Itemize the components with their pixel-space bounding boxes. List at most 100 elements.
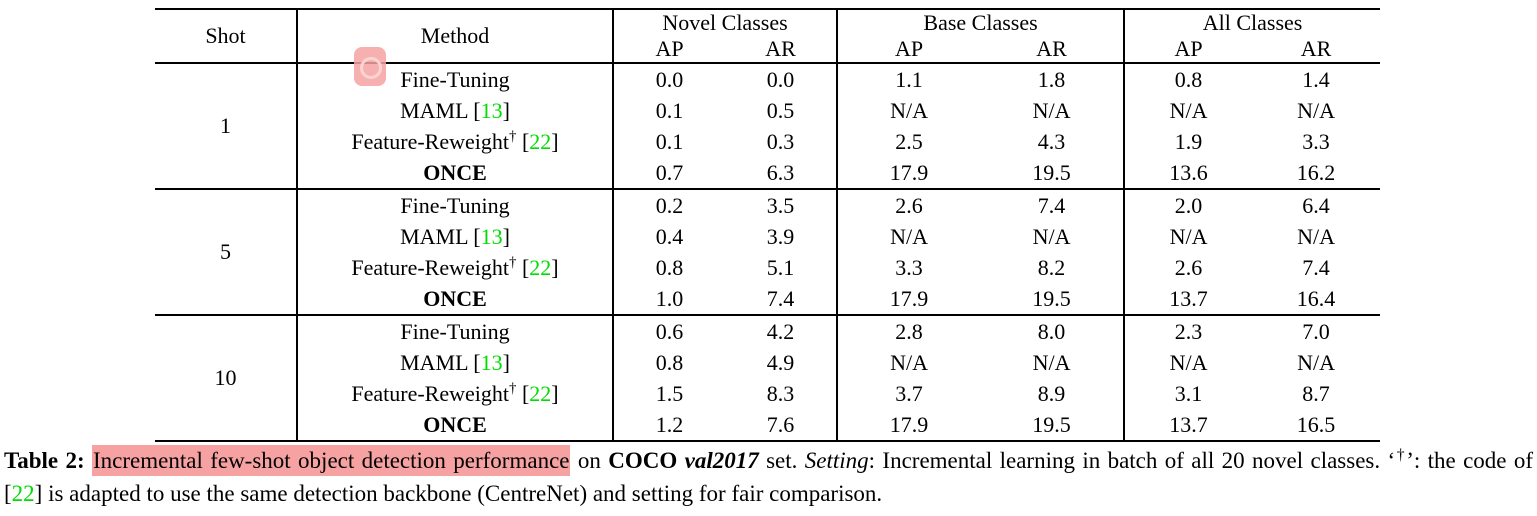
value-cell: 0.8 <box>612 252 725 283</box>
value-cell: 16.5 <box>1296 411 1336 437</box>
value-cell: 3.3 <box>1302 128 1330 154</box>
value-cell: 3.7 <box>836 378 981 409</box>
method-cell: Feature-Reweight† [22] <box>296 252 613 283</box>
table-row: ONCE 1.2 7.6 17.9 19.5 13.7 16.5 <box>155 409 1380 441</box>
table-row: ONCE 0.7 6.3 17.9 19.5 13.6 16.2 <box>155 157 1380 189</box>
table-row: Feature-Reweight† [22] 0.8 5.1 3.3 8.2 2.6 7.4 <box>155 252 1380 283</box>
citation-link[interactable]: 22 <box>11 481 35 506</box>
value-cell: 0.1 <box>612 95 725 126</box>
text-run: Fine-Tuning <box>400 66 510 92</box>
value-cell: 1.4 <box>1302 66 1330 92</box>
table-header: Shot Method Novel Classes Base Classes A… <box>155 9 1381 63</box>
text-run <box>677 448 684 473</box>
value-cell: 1.9 <box>1123 126 1253 157</box>
header-sub-ar-1: AR <box>765 36 796 61</box>
value-cell: N/A <box>1123 221 1253 252</box>
header-novel-classes: Novel Classes <box>611 9 838 36</box>
results-table: Shot Method Novel Classes Base Classes A… <box>155 8 1381 442</box>
value-cell: 0.5 <box>766 97 795 123</box>
text-run: Fine-Tuning <box>400 192 510 218</box>
value-cell: 2.6 <box>836 189 981 221</box>
text-run: : Incremental learning in batch of all 2… <box>868 448 1396 473</box>
method-cell: Fine-Tuning <box>296 63 613 95</box>
value-cell: N/A <box>836 347 981 378</box>
method-cell: MAML [13] <box>296 347 613 378</box>
text-run: ] <box>502 349 510 375</box>
value-cell: 2.6 <box>1123 252 1253 283</box>
table-row: MAML [13] 0.8 4.9 N/A N/A N/A N/A <box>155 347 1380 378</box>
header-sub-ap-2: AP <box>836 36 981 63</box>
value-cell: 0.7 <box>612 157 725 189</box>
caption-highlight: Incremental few-shot object detection pe… <box>92 445 571 476</box>
text-run: ] <box>502 223 510 249</box>
value-cell: 0.8 <box>1123 63 1253 95</box>
value-cell: 2.5 <box>836 126 981 157</box>
value-cell: 8.0 <box>1037 318 1066 344</box>
value-cell: 7.0 <box>1302 318 1330 344</box>
citation-link[interactable]: 22 <box>529 254 552 280</box>
value-cell: 1.5 <box>612 378 725 409</box>
text-run: Table 2: <box>4 448 93 473</box>
method-cell: Feature-Reweight† [22] <box>296 378 613 409</box>
header-sub-ar-5: AR <box>1300 36 1332 61</box>
text-run: Feature-Reweight <box>351 128 509 154</box>
value-cell: 16.2 <box>1296 159 1336 185</box>
value-cell: 17.9 <box>836 157 981 189</box>
text-run: MAML [ <box>400 223 481 249</box>
text-run: † <box>508 254 517 271</box>
text-run: † <box>508 128 517 145</box>
text-run: Feature-Reweight <box>351 254 509 280</box>
value-cell: 0.8 <box>612 347 725 378</box>
header-method: Method <box>296 9 613 63</box>
table-row: MAML [13] 0.4 3.9 N/A N/A N/A N/A <box>155 221 1380 252</box>
citation-link[interactable]: 13 <box>480 223 503 249</box>
value-cell: 4.2 <box>766 318 795 344</box>
text-run: [ <box>516 128 530 154</box>
citation-link[interactable]: 22 <box>529 128 552 154</box>
value-cell: 4.9 <box>766 349 795 375</box>
results-table-wrap: Shot Method Novel Classes Base Classes A… <box>155 8 1381 442</box>
table-row: MAML [13] 0.1 0.5 N/A N/A N/A N/A <box>155 95 1380 126</box>
value-cell: 17.9 <box>836 409 981 441</box>
text-run: MAML [ <box>400 349 481 375</box>
value-cell: 7.4 <box>766 285 795 311</box>
value-cell: 8.9 <box>1037 380 1066 406</box>
text-run: [ <box>516 380 530 406</box>
value-cell: 16.4 <box>1296 285 1336 311</box>
value-cell: N/A <box>1123 347 1253 378</box>
table-row: 5 Fine-Tuning 0.2 3.5 2.6 7.4 2.0 6.4 <box>155 189 1380 264</box>
citation-link[interactable]: 13 <box>480 349 503 375</box>
shot-cell: 5 <box>220 239 231 264</box>
text-run: Setting <box>804 448 869 473</box>
text-run: † <box>1395 446 1407 464</box>
text-run: † <box>508 380 517 397</box>
citation-link[interactable]: 22 <box>529 380 552 406</box>
shot-cell: 1 <box>220 113 231 138</box>
text-run: ] <box>551 254 559 280</box>
value-cell: N/A <box>1032 349 1071 375</box>
table-caption: Table 2: Incremental few-shot object det… <box>4 444 1533 510</box>
header-all-classes: All Classes <box>1123 9 1381 36</box>
method-cell: MAML [13] <box>296 221 613 252</box>
citation-link[interactable]: 13 <box>480 97 503 123</box>
text-run: val2017 <box>684 448 759 473</box>
value-cell: 2.0 <box>1123 189 1253 221</box>
text-run: ONCE <box>423 285 487 311</box>
value-cell: 19.5 <box>1032 411 1071 437</box>
value-cell: 6.3 <box>766 159 795 185</box>
shot-group-5: 5 Fine-Tuning 0.2 3.5 2.6 7.4 2.0 6.4 MAML [13] 0… <box>155 189 1381 315</box>
value-cell: 3.3 <box>836 252 981 283</box>
value-cell: 2.8 <box>836 315 981 347</box>
annotation-lens-icon <box>360 57 382 79</box>
value-cell: 1.8 <box>1037 66 1066 92</box>
text-run: ONCE <box>423 159 487 185</box>
value-cell: 13.7 <box>1123 283 1253 315</box>
value-cell: 0.0 <box>766 66 795 92</box>
value-cell: 0.6 <box>612 315 725 347</box>
text-run: ] <box>551 128 559 154</box>
value-cell: 3.1 <box>1123 378 1253 409</box>
header-sub-ap-0: AP <box>612 36 725 63</box>
value-cell: 8.7 <box>1302 380 1330 406</box>
value-cell: 7.4 <box>1037 192 1066 218</box>
header-sub-ap-4: AP <box>1123 36 1253 63</box>
